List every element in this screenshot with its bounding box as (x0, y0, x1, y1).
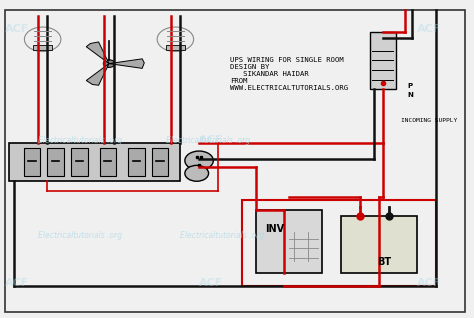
Bar (370, 32, 396, 89)
Bar (242, 200, 436, 286)
Bar (166, 45, 185, 50)
Text: INV: INV (265, 224, 284, 234)
Circle shape (103, 60, 115, 67)
Text: ACF: ACF (417, 24, 441, 34)
Text: ACF: ACF (417, 278, 441, 288)
Polygon shape (86, 42, 109, 64)
Text: Electricaltutorials .org: Electricaltutorials .org (166, 136, 250, 145)
Bar (341, 216, 417, 273)
Text: INCOMING SUPPLY: INCOMING SUPPLY (401, 118, 457, 123)
Text: Electricaltutorials .org: Electricaltutorials .org (38, 232, 122, 240)
Text: P: P (408, 83, 413, 89)
Circle shape (185, 151, 213, 170)
Text: BT: BT (377, 257, 391, 267)
Bar (100, 148, 116, 176)
Bar (128, 148, 145, 176)
Text: UPS WIRING FOR SINGLE ROOM
DESIGN BY
   SIKANDAR HAIDAR
FROM
WWW.ELECTRICALTUTOR: UPS WIRING FOR SINGLE ROOM DESIGN BY SIK… (230, 57, 348, 91)
Bar (24, 148, 40, 176)
Circle shape (185, 165, 209, 181)
Text: ACF: ACF (199, 278, 223, 288)
Polygon shape (109, 59, 144, 68)
Text: ACF: ACF (5, 24, 29, 34)
Bar (71, 148, 88, 176)
Text: N: N (408, 93, 413, 98)
Polygon shape (86, 64, 109, 85)
Bar (152, 148, 168, 176)
Polygon shape (25, 27, 61, 52)
Bar (256, 210, 322, 273)
Polygon shape (157, 27, 193, 52)
Text: Electricaltutorials .org: Electricaltutorials .org (180, 232, 264, 240)
Text: Electricaltutorials .org: Electricaltutorials .org (38, 136, 122, 145)
Bar (9, 143, 180, 181)
Bar (47, 148, 64, 176)
Text: ACF: ACF (199, 135, 223, 145)
Text: ACF: ACF (5, 278, 29, 288)
Bar (33, 45, 52, 50)
